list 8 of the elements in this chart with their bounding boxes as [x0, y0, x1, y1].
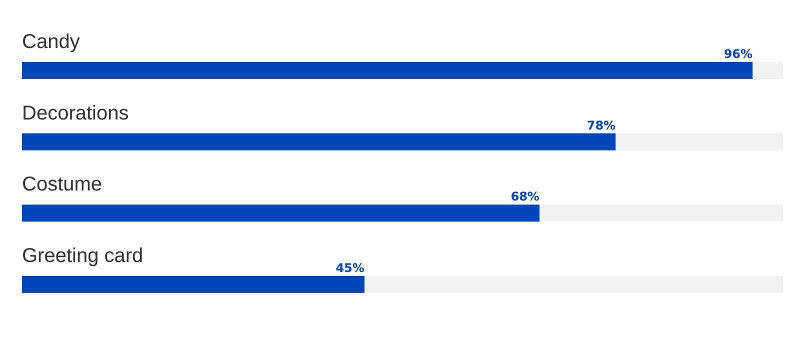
data-label: 45% [336, 260, 364, 275]
y-tick-label: Greeting card [22, 244, 144, 267]
y-tick-label: Costume [22, 174, 102, 196]
y-tick-label: Decorations [22, 102, 129, 124]
data-label: 68% [510, 190, 540, 204]
data-label: 78% [586, 118, 616, 132]
y-tick-label: Candy [22, 31, 80, 53]
data-label: 96% [724, 47, 753, 61]
